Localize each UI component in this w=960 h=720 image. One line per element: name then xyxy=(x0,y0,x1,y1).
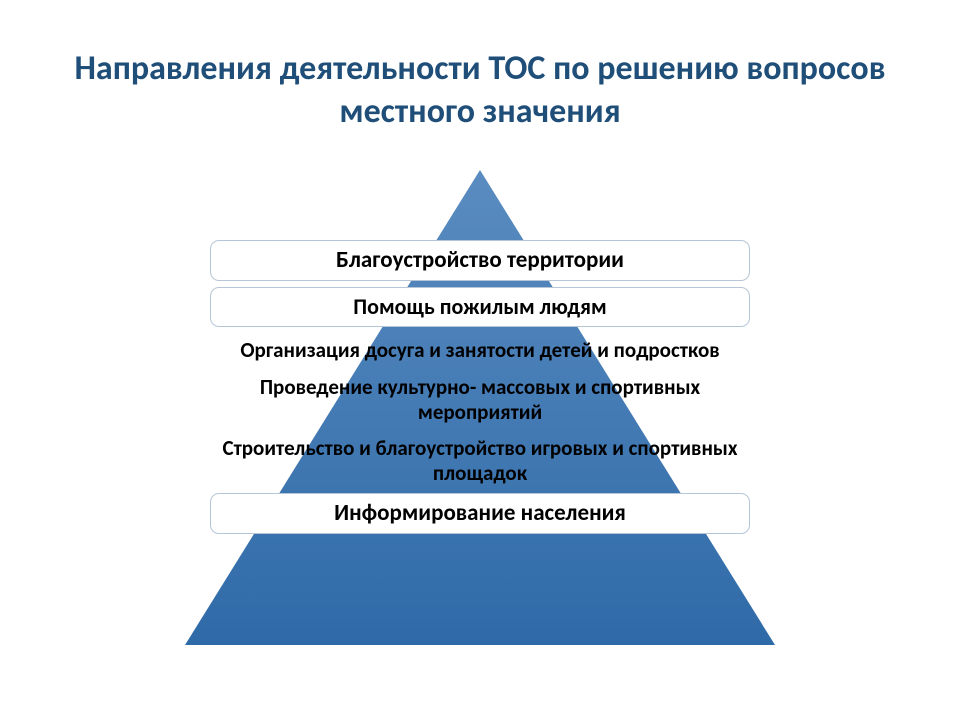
page-title: Направления деятельности ТОС по решению … xyxy=(0,0,960,153)
pyramid-item: Проведение культурно- массовых и спортив… xyxy=(210,370,750,430)
pyramid-item: Строительство и благоустройство игровых … xyxy=(210,431,750,491)
pyramid-item: Помощь пожилым людям xyxy=(210,287,750,327)
pyramid-item: Информирование населения xyxy=(210,493,750,534)
pyramid-diagram: Благоустройство территории Помощь пожилы… xyxy=(0,170,960,690)
pyramid-item: Организация досуга и занятости детей и п… xyxy=(210,333,750,368)
pyramid-items: Благоустройство территории Помощь пожилы… xyxy=(210,240,750,540)
pyramid-item: Благоустройство территории xyxy=(210,240,750,281)
